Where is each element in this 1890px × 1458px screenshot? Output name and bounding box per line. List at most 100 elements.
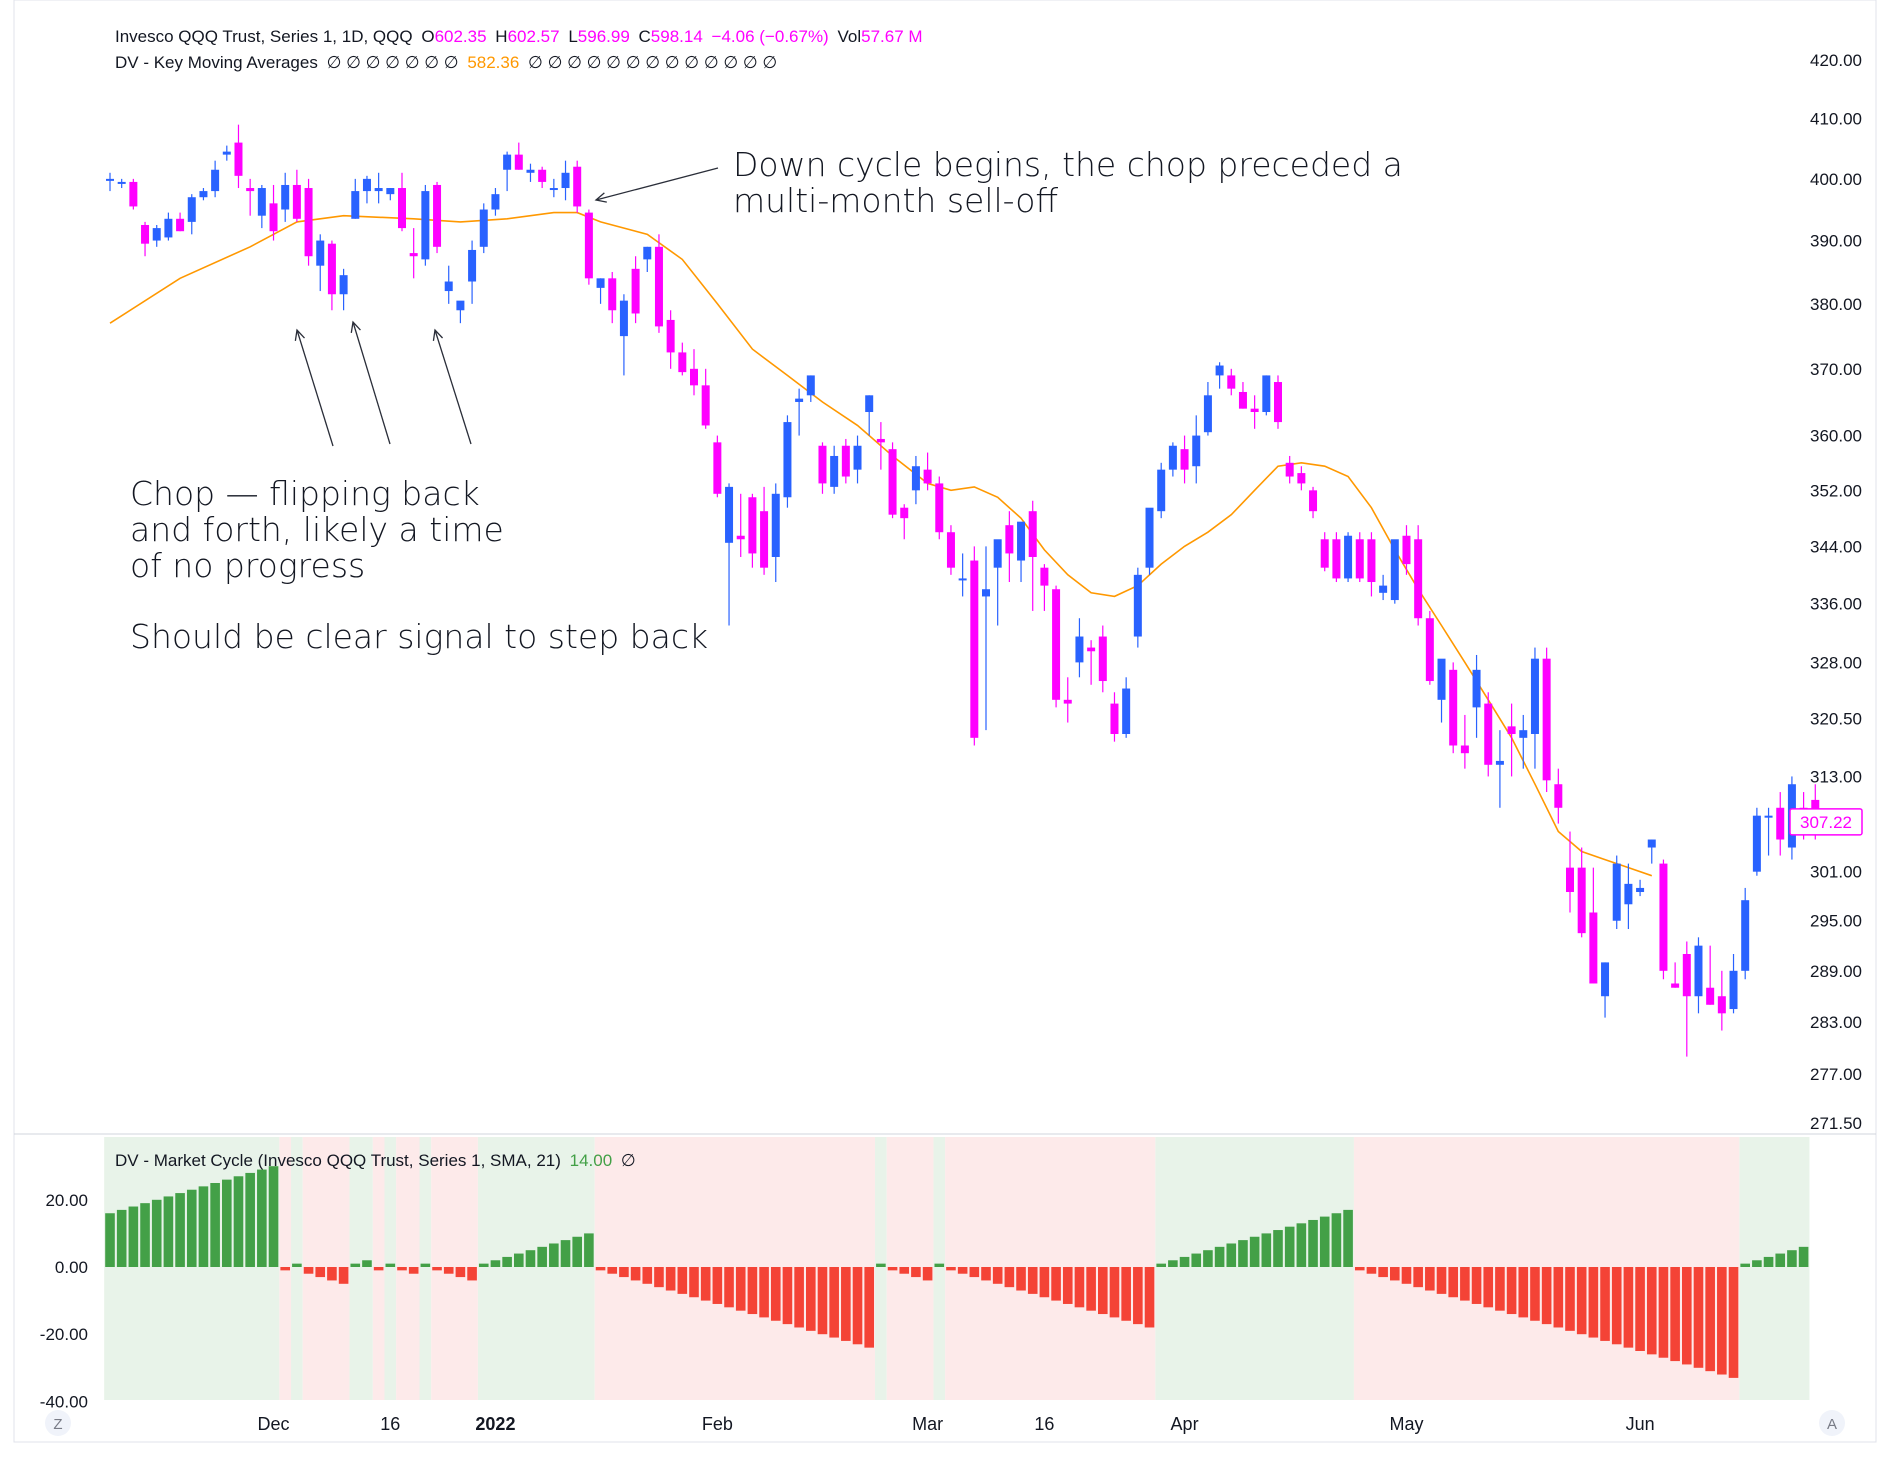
cycle-bar	[1284, 1226, 1295, 1267]
candle	[1297, 466, 1306, 491]
candle-body	[339, 275, 348, 295]
cycle-bar	[887, 1267, 898, 1271]
candle-body	[1203, 395, 1212, 433]
cycle-bar	[829, 1267, 839, 1338]
cycle-bar	[502, 1256, 512, 1267]
series-title: Invesco QQQ Trust, Series 1, 1D, QQQ	[115, 27, 413, 46]
candle-body	[1495, 760, 1504, 765]
cycle-bar	[957, 1267, 968, 1274]
candle-body	[1577, 867, 1586, 934]
candle	[1215, 362, 1224, 389]
candle	[1636, 879, 1645, 897]
cycle-tick-label: 20.00	[45, 1191, 88, 1210]
candle	[900, 504, 909, 540]
arrow-shaft	[434, 329, 472, 445]
cycle-bar	[1705, 1267, 1715, 1372]
candle-body	[1087, 647, 1096, 652]
cycle-bar	[1460, 1267, 1470, 1301]
candle	[433, 181, 442, 254]
candle-body	[1262, 375, 1271, 413]
candle-body	[1729, 970, 1738, 1010]
candle	[1122, 677, 1131, 738]
candle-body	[1589, 912, 1598, 984]
cycle-bar	[1098, 1267, 1108, 1315]
cycle-bar	[1308, 1219, 1318, 1267]
cycle-bar	[116, 1209, 127, 1267]
candle	[1285, 455, 1294, 484]
high-label: H	[495, 27, 508, 46]
candle	[1344, 532, 1353, 583]
candle	[1414, 525, 1423, 626]
candle-body	[491, 194, 500, 210]
candle	[538, 166, 547, 189]
annotation-arrows	[294, 167, 719, 447]
candle-body	[1355, 539, 1364, 579]
cycle-bar	[770, 1267, 781, 1321]
zoom-reset-button[interactable]	[45, 1410, 71, 1436]
candle-body	[152, 228, 161, 241]
candle	[1320, 532, 1329, 572]
candle	[690, 349, 698, 396]
cycle-bar	[280, 1267, 290, 1271]
cycle-bar	[794, 1267, 804, 1328]
candle-body	[1437, 658, 1446, 700]
candle	[1566, 831, 1574, 913]
candle-body	[176, 218, 185, 232]
cycle-bar	[735, 1267, 746, 1311]
date-tick-label: 16	[380, 1414, 400, 1434]
cycle-bar	[210, 1183, 220, 1267]
cycle-bar	[922, 1267, 933, 1281]
candle	[1776, 792, 1785, 856]
main-series-legend: Invesco QQQ Trust, Series 1, 1D, QQQ O60…	[115, 27, 927, 47]
candle-body	[865, 395, 874, 413]
cycle-bar	[1775, 1253, 1786, 1267]
candle-body	[619, 300, 628, 337]
cycle-bar	[1238, 1240, 1248, 1267]
cycle-bar	[689, 1267, 699, 1298]
ma-value: 582.36	[467, 53, 520, 72]
candle-body	[666, 319, 675, 353]
price-tick-label: 352.00	[1810, 481, 1862, 500]
auto-scale-button[interactable]	[1819, 1410, 1845, 1436]
candle-body	[246, 188, 255, 192]
candle-body	[946, 532, 955, 568]
candle	[362, 175, 371, 204]
candle	[503, 151, 512, 192]
candle	[1028, 500, 1037, 611]
cycle-bar	[1763, 1256, 1774, 1267]
candle	[1624, 863, 1633, 930]
cycle-bar	[1051, 1267, 1061, 1301]
cycle-bar	[1401, 1267, 1412, 1284]
candle	[1589, 867, 1598, 984]
candle-body	[1472, 669, 1481, 708]
cycle-bar	[186, 1189, 197, 1267]
candle-body	[923, 469, 932, 484]
cycle-band	[875, 1137, 887, 1400]
candle	[1694, 937, 1703, 1014]
candle-body	[643, 246, 652, 260]
candle	[491, 188, 500, 216]
cycle-bar	[1016, 1267, 1026, 1291]
candle-body	[573, 166, 582, 207]
down-cycle-annotation: Down cycle begins, the chop preceded a m…	[733, 147, 1403, 219]
candle	[269, 184, 278, 241]
cycle-bar	[222, 1179, 232, 1267]
cycle-band	[933, 1137, 946, 1400]
price-tick-label: 277.00	[1810, 1065, 1862, 1084]
candle	[1110, 692, 1119, 742]
candle-body	[806, 375, 815, 396]
candle-body	[958, 578, 967, 581]
cycle-bar	[1004, 1267, 1015, 1288]
cycle-bar	[665, 1267, 676, 1291]
cycle-bar	[630, 1267, 641, 1281]
candle	[468, 240, 477, 304]
cycle-bar	[864, 1267, 874, 1348]
cycle-bar	[1471, 1267, 1482, 1304]
candle	[1659, 859, 1668, 980]
candle	[1355, 532, 1364, 583]
price-tick-label: 320.50	[1810, 710, 1862, 729]
candle	[234, 124, 243, 189]
candle-body	[876, 438, 885, 443]
candle	[1192, 415, 1201, 484]
candle	[1682, 941, 1691, 1057]
